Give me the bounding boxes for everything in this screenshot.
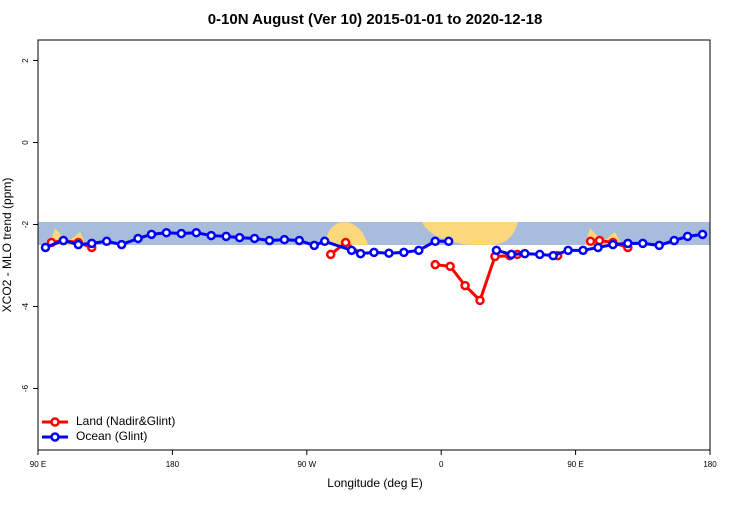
point — [430, 259, 440, 270]
point — [491, 245, 502, 256]
point — [682, 231, 693, 242]
point — [578, 245, 588, 256]
point — [414, 245, 424, 256]
point — [399, 247, 409, 258]
point — [176, 228, 187, 239]
point — [520, 248, 530, 259]
x-tick-label: 180 — [166, 460, 180, 469]
point — [325, 249, 336, 260]
map-strip — [38, 222, 710, 245]
point — [340, 237, 351, 248]
point — [585, 236, 596, 247]
point — [563, 245, 573, 256]
y-tick-label: 0 — [21, 140, 30, 145]
y-tick-label: 2 — [21, 58, 30, 63]
point — [161, 227, 172, 238]
chart-title: 0-10N August (Ver 10) 2015-01-01 to 2020… — [208, 11, 543, 28]
point — [264, 235, 275, 246]
point — [548, 250, 558, 261]
point — [669, 235, 679, 246]
point — [445, 261, 455, 272]
point — [697, 229, 708, 240]
point — [384, 248, 394, 258]
point — [443, 236, 454, 247]
point — [355, 248, 366, 259]
point — [638, 238, 648, 249]
point — [475, 295, 485, 306]
y-tick-label: -2 — [21, 220, 30, 228]
x-tick-label: 90 E — [30, 460, 46, 469]
x-tick-label: 0 — [439, 460, 444, 469]
point — [40, 242, 51, 253]
x-tick-label: 180 — [703, 460, 717, 469]
plot-frame — [37, 39, 711, 451]
point — [146, 229, 157, 240]
point — [346, 245, 357, 256]
y-tick-label: -6 — [21, 384, 30, 392]
point — [309, 240, 320, 251]
point — [294, 235, 305, 246]
point — [319, 236, 330, 247]
legend-marker — [50, 432, 60, 442]
point — [623, 238, 633, 249]
point — [279, 234, 290, 245]
point — [116, 239, 127, 250]
y-tick-label: -4 — [21, 302, 30, 310]
point — [73, 239, 84, 250]
point — [87, 238, 97, 249]
point — [369, 247, 379, 258]
x-tick-label: 90 E — [567, 460, 583, 469]
point — [206, 230, 216, 241]
point — [654, 240, 664, 251]
legend-label: Land (Nadir&Glint) — [76, 414, 175, 428]
point — [58, 235, 69, 246]
y-axis-label: XCO2 - MLO trend (ppm) — [0, 178, 14, 313]
legend-label: Ocean (Glint) — [76, 429, 147, 443]
legend-marker — [50, 417, 60, 427]
point — [506, 249, 517, 260]
point — [234, 232, 245, 243]
point — [101, 236, 112, 247]
x-tick-label: 90 W — [297, 460, 316, 469]
point — [608, 239, 618, 250]
point — [535, 249, 545, 260]
point — [133, 233, 143, 244]
point — [191, 227, 202, 238]
point — [221, 231, 231, 242]
point — [249, 233, 260, 244]
x-axis-label: Longitude (deg E) — [327, 476, 422, 490]
legend: Land (Nadir&Glint)Ocean (Glint) — [42, 414, 175, 443]
point — [460, 280, 470, 291]
point — [430, 236, 440, 247]
point — [593, 242, 603, 253]
